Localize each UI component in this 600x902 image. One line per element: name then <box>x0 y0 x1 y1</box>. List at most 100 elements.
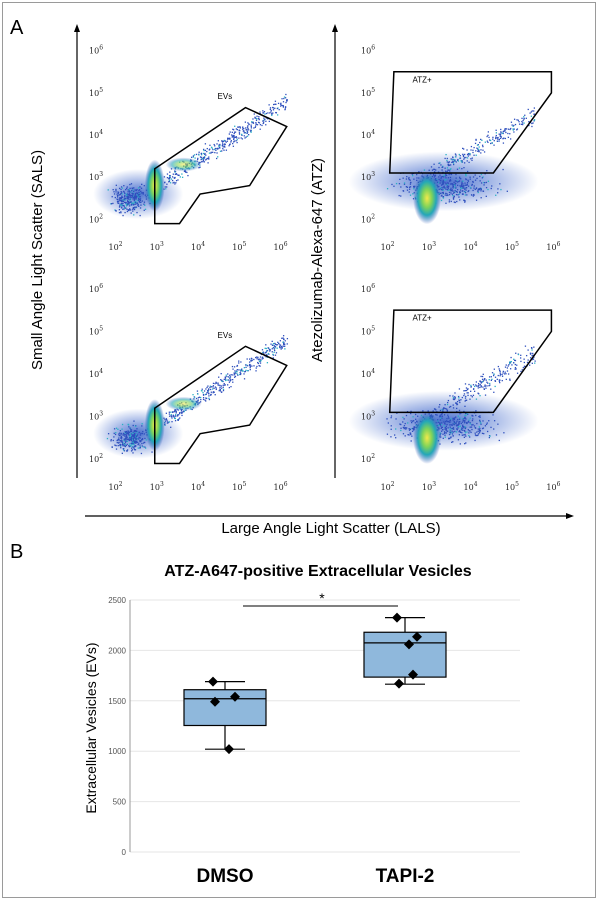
event-dot <box>122 449 125 451</box>
event-dot <box>243 135 245 137</box>
event-dot <box>234 370 236 372</box>
event-dot <box>209 148 211 150</box>
event-dot <box>128 189 130 191</box>
event-dot <box>464 430 466 432</box>
event-dot <box>239 126 241 128</box>
event-dot <box>438 406 440 408</box>
event-dot <box>456 429 459 431</box>
event-dot <box>455 180 457 182</box>
event-dot <box>410 433 412 436</box>
event-dot <box>134 445 136 447</box>
y-tick-label: 104 <box>89 368 103 379</box>
event-dot <box>242 128 244 130</box>
event-dot <box>219 390 222 392</box>
event-dot <box>267 112 269 114</box>
event-dot <box>463 427 465 429</box>
event-dot <box>457 427 459 429</box>
event-dot <box>208 158 210 160</box>
event-dot <box>477 382 480 385</box>
event-dot <box>470 158 472 160</box>
event-dot <box>279 340 282 342</box>
event-dot <box>515 368 517 370</box>
ev-gate <box>154 106 288 225</box>
event-dot <box>509 379 511 381</box>
event-dot <box>168 411 171 413</box>
event-dot <box>477 188 480 190</box>
event-dot <box>386 418 388 420</box>
event-dot <box>449 170 451 172</box>
event-dot <box>135 442 137 444</box>
event-dot <box>126 210 129 213</box>
event-dot <box>449 431 451 433</box>
event-dot <box>208 398 211 401</box>
event-dot <box>198 396 201 398</box>
event-dot <box>130 203 133 206</box>
event-dot <box>132 193 134 195</box>
event-dot <box>463 167 465 169</box>
event-dot <box>279 346 281 348</box>
event-dot <box>217 384 219 386</box>
event-dot <box>410 420 412 422</box>
event-dot <box>130 433 133 435</box>
event-dot <box>462 426 464 428</box>
event-dot <box>496 137 498 139</box>
event-dot <box>482 149 484 151</box>
event-dot <box>444 194 446 196</box>
event-dot <box>450 187 452 189</box>
event-dot <box>124 196 126 198</box>
event-dot <box>446 167 449 169</box>
event-dot <box>466 389 468 392</box>
event-dot <box>280 105 282 107</box>
event-dot <box>481 381 483 383</box>
event-dot <box>263 119 265 121</box>
event-dot <box>252 118 254 120</box>
event-dot <box>530 111 532 113</box>
event-dot <box>502 138 504 140</box>
event-dot <box>131 196 133 198</box>
event-dot <box>195 397 198 400</box>
event-dot <box>453 418 456 420</box>
event-dot <box>459 191 461 193</box>
event-dot <box>522 119 524 122</box>
event-dot <box>469 186 472 189</box>
event-dot <box>134 207 136 209</box>
event-dot <box>465 418 467 420</box>
event-dot <box>468 152 471 155</box>
event-dot <box>249 358 251 360</box>
event-dot <box>458 193 460 196</box>
event-dot <box>119 443 121 446</box>
event-dot <box>286 337 289 340</box>
event-dot <box>488 379 490 381</box>
event-dot <box>480 422 482 424</box>
event-dot <box>532 354 534 357</box>
event-dot <box>464 191 467 194</box>
y-tick-label: 102 <box>361 453 375 464</box>
event-dot <box>398 194 400 197</box>
event-dot <box>120 440 122 442</box>
event-dot <box>273 345 275 347</box>
event-dot <box>202 158 204 160</box>
event-dot <box>254 116 256 118</box>
event-dot <box>269 108 271 111</box>
event-dot <box>236 371 238 373</box>
event-dot <box>134 201 137 204</box>
event-dot <box>196 390 199 392</box>
event-dot <box>121 197 123 199</box>
event-dot <box>138 189 141 191</box>
event-dot <box>199 156 202 158</box>
event-dot <box>432 410 434 412</box>
event-dot <box>131 434 134 437</box>
event-dot <box>454 156 457 158</box>
event-dot <box>285 93 287 96</box>
event-dot <box>212 391 215 393</box>
event-dot <box>135 198 137 200</box>
event-dot <box>472 424 474 426</box>
event-dot <box>179 417 181 419</box>
density-hotspot <box>413 172 442 225</box>
event-dot <box>465 175 467 177</box>
event-dot <box>460 187 463 189</box>
event-dot <box>205 397 208 400</box>
event-dot <box>202 394 205 396</box>
event-dot <box>183 410 185 413</box>
event-dot <box>455 402 457 404</box>
